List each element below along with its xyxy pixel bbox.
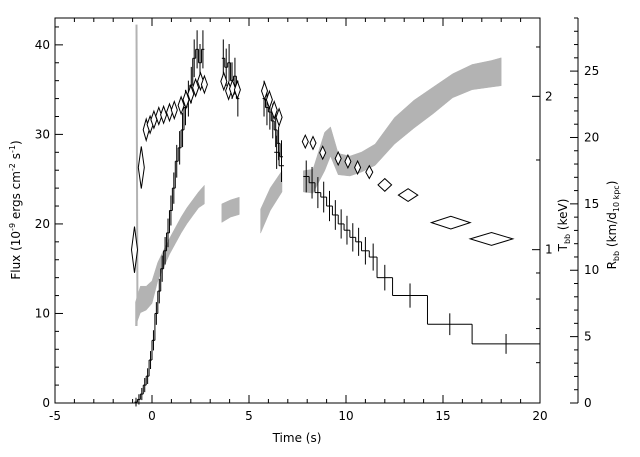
temperature-point	[354, 159, 362, 176]
radius-band-segment	[303, 57, 502, 194]
radius-tick-label: 10	[584, 263, 599, 277]
x-tick-label: 15	[435, 409, 450, 423]
flux-tick-label: 30	[35, 127, 50, 141]
flux-axis-title: Flux (10-9 ergs cm-2 s-1)	[8, 140, 23, 279]
radius-tick-label: 25	[584, 64, 599, 78]
x-tick-label: 20	[532, 409, 547, 423]
x-tick-label: 5	[245, 409, 253, 423]
temperature-points-layer	[130, 71, 515, 273]
flux-histogram-layer	[134, 30, 540, 407]
temperature-point	[192, 77, 200, 98]
radius-band-segment	[135, 184, 205, 327]
flux-tick-label: 10	[35, 306, 50, 320]
temperature-point	[260, 80, 269, 101]
temperature-point	[397, 188, 419, 202]
temperature-axis-title: Tbb (keV)	[556, 199, 572, 253]
temperature-point	[265, 89, 273, 110]
temperature-point	[220, 71, 228, 92]
radius-tick-label: 15	[584, 197, 599, 211]
radius-tick-label: 20	[584, 130, 599, 144]
temperature-point	[429, 215, 472, 230]
temperature-point	[182, 89, 190, 110]
temperature-point	[270, 99, 278, 121]
temperature-point	[170, 99, 178, 121]
x-tick-label: -5	[49, 409, 61, 423]
temperature-point	[233, 79, 241, 100]
temperature-point	[200, 74, 208, 95]
radius-tick-label: 0	[584, 396, 592, 410]
radius-tick-label: 5	[584, 330, 592, 344]
flux-tick-label: 0	[42, 396, 50, 410]
temperature-point	[365, 164, 374, 180]
temperature-point	[344, 153, 352, 169]
temperature-point	[187, 84, 195, 105]
temperature-point	[377, 177, 393, 192]
temperature-point	[137, 146, 145, 189]
flux-tick-label: 20	[35, 217, 50, 231]
temperature-tick-label: 2	[545, 89, 553, 103]
temperature-point	[334, 150, 342, 167]
x-tick-label: 0	[148, 409, 156, 423]
temperature-point	[130, 226, 139, 273]
flux-tick-label: 40	[35, 38, 50, 52]
temperature-point	[177, 95, 185, 116]
temperature-point	[319, 145, 327, 161]
x-tick-label: 10	[338, 409, 353, 423]
plot-frame	[54, 17, 541, 404]
rise-spike-line	[135, 24, 139, 327]
temperature-point	[275, 107, 283, 128]
temperature-tick-label: 1	[545, 243, 553, 257]
x-axis-title: Time (s)	[272, 431, 322, 445]
temperature-point	[309, 135, 317, 151]
radius-axis-title: Rbb (km/d10 kpc)	[605, 181, 621, 270]
temperature-point	[301, 134, 309, 150]
temperature-point	[160, 104, 168, 125]
radius-band-segment	[221, 196, 240, 223]
radius-band-segment	[260, 169, 283, 234]
temperature-point	[468, 231, 515, 246]
radius-band-layer	[135, 57, 502, 327]
rise-spike-layer	[135, 24, 139, 327]
